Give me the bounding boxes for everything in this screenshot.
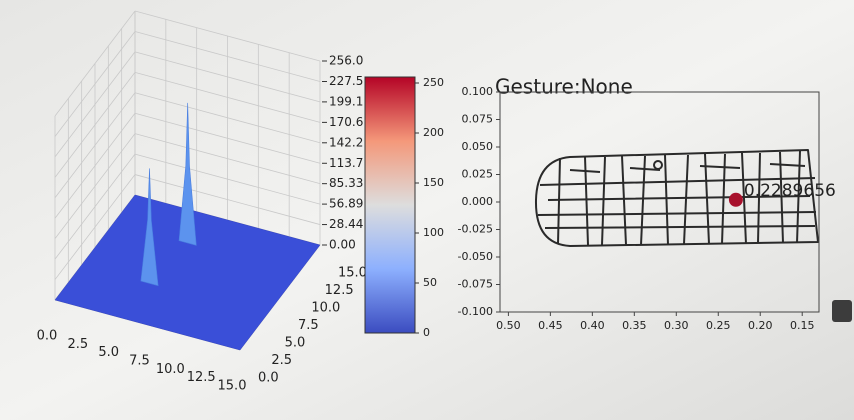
z-tick-label: 256.0 — [329, 54, 363, 68]
y-tick-label: 0.025 — [462, 168, 494, 181]
y-tick-label: 12.5 — [325, 283, 354, 298]
x-tick-label: 7.5 — [129, 354, 150, 369]
y-tick-label: 15.0 — [338, 266, 367, 281]
y-tick-label: -0.050 — [458, 250, 493, 263]
y-tick-label: 0.0 — [258, 371, 279, 386]
z-tick-label: 199.1 — [329, 94, 363, 108]
z-tick-label: 113.7 — [329, 156, 363, 170]
y-tick-label: 7.5 — [298, 318, 319, 333]
x-tick-label: 0.15 — [790, 319, 815, 332]
x-tick-label: 12.5 — [187, 370, 216, 385]
colorbar — [365, 77, 415, 333]
chart-title: Gesture:None — [495, 75, 633, 99]
y-tick-label: 50 — [423, 276, 437, 289]
annotation: 0.2289656 — [744, 181, 836, 201]
z-tick-label: 0.00 — [329, 238, 356, 252]
x-tick-label: 0.30 — [664, 319, 689, 332]
y-tick-label: 0.075 — [462, 113, 494, 126]
y-tick-label: 100 — [423, 226, 444, 239]
screen: Gesture:None 0.02.55.07.510.012.515.00.0… — [0, 0, 854, 420]
y-tick-label: 10.0 — [311, 301, 340, 316]
z-tick-label: 56.89 — [329, 197, 363, 211]
y-tick-label: 0.000 — [462, 195, 494, 208]
y-tick-label: 200 — [423, 126, 444, 139]
screen-icon[interactable] — [832, 300, 852, 322]
z-tick-label: 85.33 — [329, 176, 363, 190]
y-tick-label: -0.100 — [458, 305, 493, 318]
x-tick-label: 0.50 — [496, 319, 521, 332]
y-tick-label: 2.5 — [271, 353, 292, 368]
y-tick-label: 250 — [423, 76, 444, 89]
y-tick-label: 5.0 — [285, 336, 306, 351]
y-tick-label: -0.025 — [458, 223, 493, 236]
y-tick-label: 0.050 — [462, 140, 494, 153]
y-tick-label: 150 — [423, 176, 444, 189]
x-tick-label: 0.45 — [538, 319, 563, 332]
z-tick-label: 142.2 — [329, 135, 363, 149]
x-tick-label: 0.0 — [37, 329, 58, 344]
x-tick-label: 0.25 — [706, 319, 731, 332]
z-tick-label: 28.44 — [329, 217, 363, 231]
z-tick-label: 170.6 — [329, 115, 363, 129]
z-tick-label: 227.5 — [329, 74, 363, 88]
y-tick-label: -0.075 — [458, 278, 493, 291]
x-tick-label: 0.35 — [622, 319, 647, 332]
x-tick-label: 15.0 — [218, 379, 247, 394]
x-tick-label: 0.40 — [580, 319, 605, 332]
x-tick-label: 5.0 — [98, 345, 119, 360]
x-tick-label: 2.5 — [67, 337, 88, 352]
x-tick-label: 0.20 — [748, 319, 773, 332]
x-tick-label: 10.0 — [156, 362, 185, 377]
y-tick-label: 0.100 — [462, 85, 494, 98]
y-tick-label: 0 — [423, 326, 430, 339]
point — [729, 193, 743, 207]
